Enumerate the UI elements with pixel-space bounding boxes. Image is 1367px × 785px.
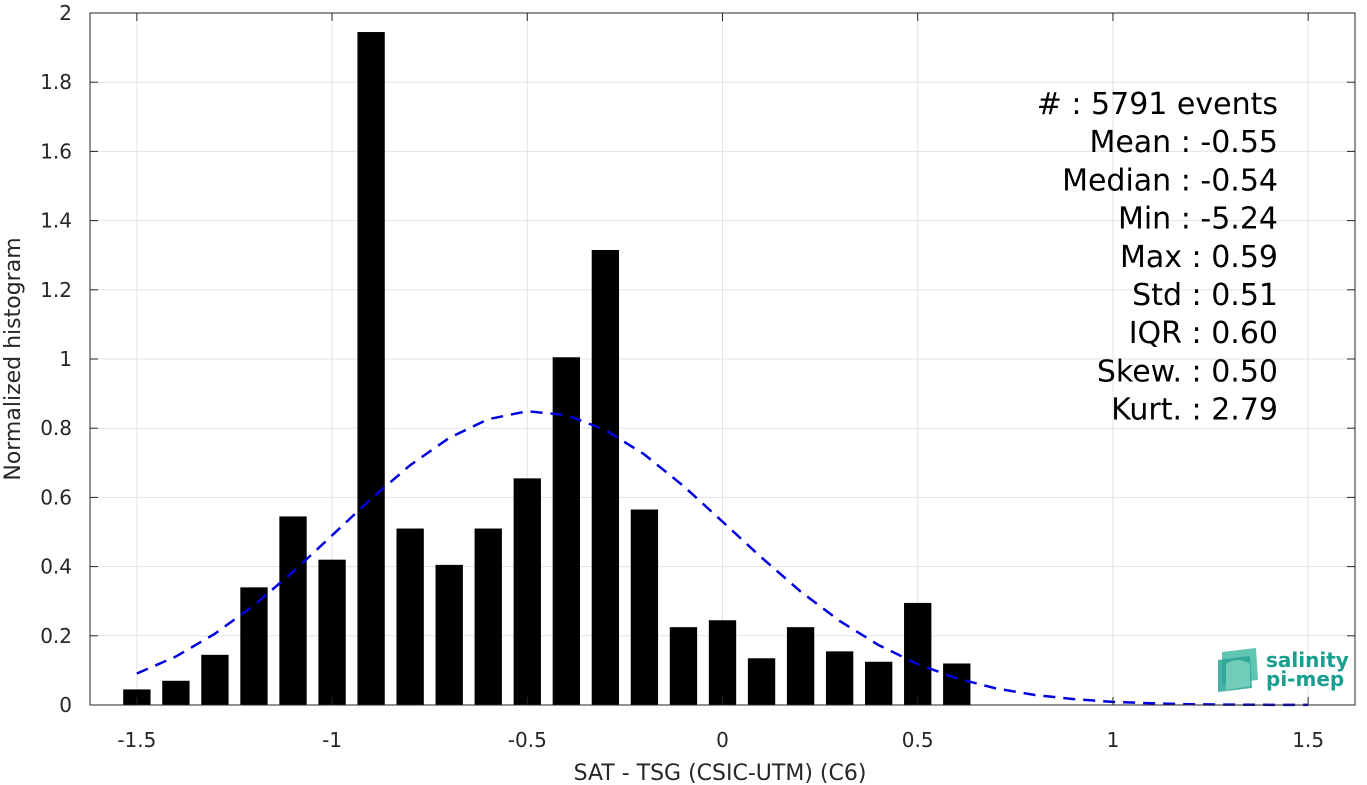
histogram-bar [396, 528, 424, 705]
stat-label: IQR [1129, 316, 1192, 351]
histogram-bar [357, 32, 385, 705]
stat-value: : -0.55 [1181, 125, 1278, 160]
stat-value: : 0.51 [1192, 278, 1278, 313]
y-tick-label: 1.2 [40, 278, 72, 302]
histogram-bar [435, 564, 463, 705]
x-tick-label: 1 [1107, 728, 1120, 752]
histogram-bar [162, 680, 190, 705]
y-tick-label: 1.6 [40, 139, 72, 163]
histogram-bar [630, 509, 659, 705]
stat-value: : 2.79 [1192, 393, 1278, 428]
histogram-bar [552, 357, 580, 705]
x-tick-label: 1.5 [1292, 728, 1324, 752]
histogram-bar [904, 602, 932, 705]
stat-value: : -5.24 [1181, 202, 1278, 237]
stat-label: Kurt. [1111, 393, 1191, 428]
x-tick-label: -1.5 [117, 728, 156, 752]
y-tick-label: 2 [59, 1, 72, 25]
stat-value: : 5791 events [1071, 87, 1278, 122]
stat-line: Min : -5.24 [1118, 202, 1278, 237]
stat-line: Max : 0.59 [1120, 240, 1278, 275]
histogram-bar [747, 658, 776, 705]
histogram-bar [786, 627, 815, 705]
salinity-pi-mep-logo: salinity pi-mep [1218, 648, 1349, 692]
stat-line: Kurt. : 2.79 [1111, 393, 1278, 428]
histogram-bar [279, 516, 307, 705]
histogram-bar [240, 587, 268, 705]
stat-label: Std [1132, 278, 1191, 313]
histogram-bar [591, 250, 620, 705]
stat-line: Mean : -0.55 [1089, 125, 1278, 160]
y-axis-label: Normalized histogram [1, 237, 26, 480]
y-tick-label: 0.4 [40, 555, 72, 579]
histogram-bar [669, 627, 698, 705]
stat-value: : 0.50 [1192, 354, 1278, 389]
stat-label: Min [1118, 202, 1181, 237]
y-tick-label: 0 [59, 693, 72, 717]
stat-line: Median : -0.54 [1062, 163, 1278, 198]
stat-value: : 0.60 [1192, 316, 1278, 351]
histogram-bar [708, 620, 737, 705]
histogram-bars [123, 32, 971, 705]
histogram-bar [201, 654, 229, 705]
x-axis-label: SAT - TSG (CSIC-UTM) (C6) [574, 761, 867, 785]
stat-line: Std : 0.51 [1132, 278, 1278, 313]
stat-line: Skew. : 0.50 [1097, 354, 1278, 389]
y-tick-label: 1.8 [40, 70, 72, 94]
stat-line: IQR : 0.60 [1129, 316, 1278, 351]
y-tick-label: 0.6 [40, 485, 72, 509]
stat-value: : 0.59 [1192, 240, 1278, 275]
x-tick-label: -0.5 [508, 728, 547, 752]
histogram-bar [474, 528, 502, 705]
y-tick-label: 0.2 [40, 624, 72, 648]
stat-line: # : 5791 events [1037, 87, 1278, 122]
logo-line2: pi-mep [1266, 667, 1344, 691]
histogram-bar [943, 663, 971, 705]
histogram-bar [825, 651, 854, 705]
histogram-bar [865, 661, 893, 705]
stat-label: Median [1062, 163, 1181, 198]
y-tick-label: 0.8 [40, 416, 72, 440]
logo-mark-icon [1218, 648, 1258, 692]
x-tick-label: 0 [716, 728, 729, 752]
tick-labels: -1.5 -1 -0.5 0 0.5 1 1.5 0 0.2 0.4 0.6 0.8 1 1.2 1.4 1.… [40, 1, 1324, 752]
axes [89, 12, 1356, 706]
stat-value: : -0.54 [1181, 163, 1278, 198]
x-tick-label: 0.5 [902, 728, 934, 752]
stat-label: Max [1120, 240, 1192, 275]
y-tick-label: 1.4 [40, 209, 72, 233]
stat-label: Skew. [1097, 354, 1192, 389]
stat-label: Mean [1089, 125, 1180, 160]
x-tick-label: -1 [322, 728, 342, 752]
histogram-bar [513, 478, 541, 705]
y-tick-label: 1 [59, 347, 72, 371]
logo-line1: salinity [1266, 648, 1349, 672]
stat-label: # [1037, 87, 1072, 122]
histogram-bar [318, 559, 346, 705]
